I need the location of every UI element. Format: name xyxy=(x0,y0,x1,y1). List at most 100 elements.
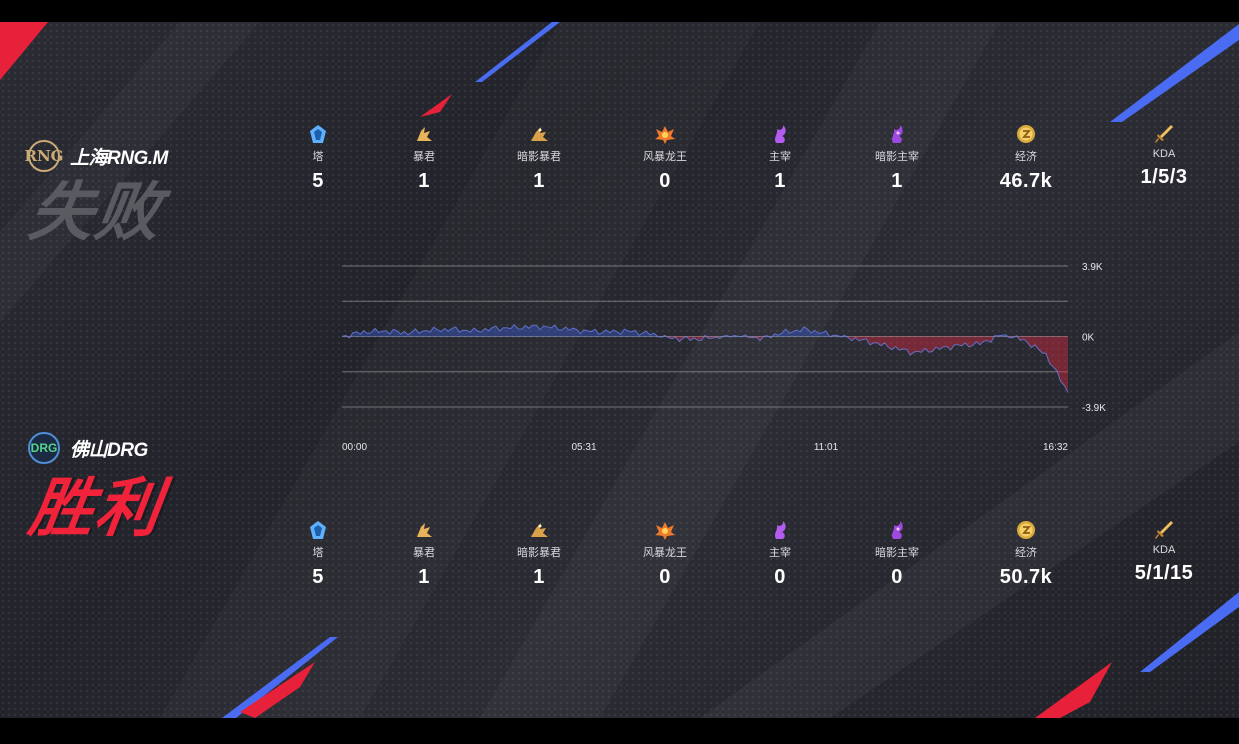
gold-diff-area-segment xyxy=(870,336,874,345)
stat-label: 暗影暴君 xyxy=(517,547,561,559)
gold-diff-area-segment xyxy=(899,336,903,351)
sword-icon xyxy=(1104,122,1224,146)
gold-diff-area-segment xyxy=(609,330,614,337)
stat-label: 风暴龙王 xyxy=(643,151,687,163)
result-win-label: 胜利 xyxy=(24,472,168,544)
gold-diff-area-segment xyxy=(554,325,559,337)
gold-diff-area-segment xyxy=(606,329,610,337)
gold-diff-area-segment xyxy=(474,328,478,337)
winning-team-block: DRG 佛山DRG 胜利 xyxy=(25,432,167,544)
gold-diff-area-segment xyxy=(965,336,969,347)
gold-diff-area-segment xyxy=(382,330,386,337)
x-tick-label: 00:00 xyxy=(342,442,367,450)
gold-diff-area-segment xyxy=(697,336,702,341)
gold-diff-area-segment xyxy=(1049,336,1054,367)
stat-value: 5/1/15 xyxy=(1134,562,1194,584)
gold-coin-icon xyxy=(966,122,1086,146)
overlord-icon xyxy=(720,518,840,542)
storm-dragon-icon xyxy=(605,518,725,542)
stat-label: 暗影主宰 xyxy=(875,151,919,163)
x-tick-label: 11:01 xyxy=(814,442,839,450)
stat-storm-dragon: 风暴龙王 0 xyxy=(605,518,725,589)
tyrant-icon xyxy=(364,518,484,542)
stat-value: 1 xyxy=(418,566,430,588)
top-team-stats: 塔 5 暴君 1 暗影暴君 1 风暴龙王 0 主宰 1 暗影主宰 1 经济 46.7k KDA 1/5/3 xyxy=(250,122,1239,212)
gold-diff-area-segment xyxy=(452,326,456,337)
gold-diff-area-segment xyxy=(903,336,907,350)
gold-diff-area-segment xyxy=(983,336,988,342)
gold-diff-area-segment xyxy=(701,335,705,341)
gold-diff-area-segment xyxy=(518,328,522,337)
gold-diff-area-segment xyxy=(587,330,592,337)
stat-value: 5 xyxy=(312,170,324,192)
gold-diff-area-segment xyxy=(364,330,368,337)
shadow-tyrant-icon xyxy=(479,518,599,542)
gold-diff-area-segment xyxy=(925,336,929,353)
shadow-tyrant-icon xyxy=(479,122,599,146)
gold-diff-area-segment xyxy=(481,328,485,337)
stat-overlord: 主宰 0 xyxy=(720,518,840,589)
stat-label: 塔 xyxy=(312,547,324,559)
gold-diff-area-segment xyxy=(375,328,379,337)
gold-diff-area-segment xyxy=(558,329,562,337)
team-name-bottom: 佛山DRG xyxy=(70,439,148,461)
gold-diff-area-segment xyxy=(584,329,588,337)
gold-diff-area-segment xyxy=(1042,336,1046,354)
gold-diff-area-segment xyxy=(914,336,918,353)
gold-diff-area-segment xyxy=(917,336,922,353)
gold-diff-area-segment xyxy=(921,336,925,353)
gold-diff-area-segment xyxy=(411,328,416,337)
gold-diff-area-segment xyxy=(1057,336,1061,382)
bottom-team-stats: 塔 5 暴君 1 暗影暴君 1 风暴龙王 0 主宰 0 暗影主宰 0 经济 50.7k KDA 5/1/15 xyxy=(250,518,1239,608)
stat-label: 暗影暴君 xyxy=(517,151,561,163)
gold-diff-area-segment xyxy=(371,328,375,337)
team-name-top: 上海RNG.M xyxy=(70,147,168,169)
stat-sword: KDA 5/1/15 xyxy=(1104,518,1224,585)
stat-value: 0 xyxy=(659,170,671,192)
sword-icon xyxy=(1104,518,1224,542)
gold-diff-area-segment xyxy=(496,326,500,337)
stat-label: 暗影主宰 xyxy=(875,547,919,559)
gold-diff-area-segment xyxy=(829,335,834,337)
gold-diff-area-segment xyxy=(800,326,804,337)
stat-value: 1/5/3 xyxy=(1140,166,1188,188)
y-tick-label: -3.9K xyxy=(1082,403,1106,414)
y-tick-label: 3.9K xyxy=(1082,262,1103,273)
gold-diff-area-segment xyxy=(551,325,555,337)
gold-diff-area-segment xyxy=(499,327,504,337)
gold-diff-area-segment xyxy=(815,330,819,337)
gold-diff-area-segment xyxy=(1060,336,1065,386)
storm-dragon-icon xyxy=(605,122,725,146)
overlord-icon xyxy=(720,122,840,146)
gold-diff-area-segment xyxy=(1064,336,1068,393)
stat-label: 经济 xyxy=(1015,151,1037,163)
gold-diff-area-segment xyxy=(455,326,460,337)
stat-value: 0 xyxy=(774,566,786,588)
stat-tyrant: 暴君 1 xyxy=(364,122,484,193)
stat-shadow-overlord: 暗影主宰 0 xyxy=(837,518,957,589)
gold-diff-area-segment xyxy=(573,328,577,337)
gold-diff-area-segment xyxy=(910,336,914,356)
gold-difference-chart: 3.9K 0K -3.9K 00:00 05:31 11:01 16:32 xyxy=(320,250,1120,453)
stat-value: 50.7k xyxy=(999,566,1053,588)
gold-diff-area-segment xyxy=(1053,336,1057,372)
gold-diff-area-segment xyxy=(789,331,793,337)
stat-label: KDA xyxy=(1152,544,1176,556)
gold-diff-area-segment xyxy=(419,331,423,337)
result-loss-label: 失败 xyxy=(24,176,168,248)
gold-diff-area-segment xyxy=(888,336,892,350)
gold-diff-area-segment xyxy=(1038,336,1043,354)
winning-team-header: DRG 佛山DRG xyxy=(28,432,162,464)
gold-diff-area-segment xyxy=(441,328,445,337)
gold-diff-area-segment xyxy=(386,330,390,337)
gold-diff-area-segment xyxy=(745,334,749,338)
gold-diff-area-segment xyxy=(353,331,357,337)
gold-diff-area-segment xyxy=(342,335,346,337)
gold-diff-area-segment xyxy=(954,336,958,345)
gold-diff-area-segment xyxy=(503,327,507,337)
team-logo-drg: DRG xyxy=(28,432,60,464)
gold-diff-area-segment xyxy=(415,328,419,337)
gold-diff-area-segment xyxy=(950,336,955,350)
